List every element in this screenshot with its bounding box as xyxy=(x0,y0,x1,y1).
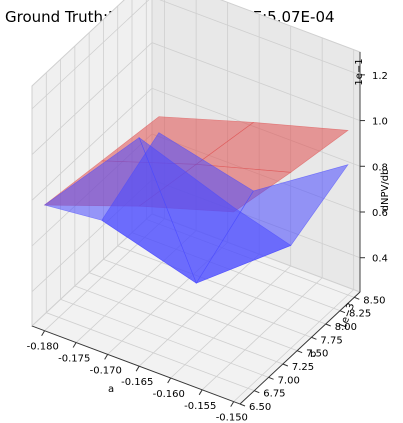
z-tick-label: 1.2 xyxy=(372,71,388,82)
grid-line-z xyxy=(31,0,361,110)
x-tick-label: -0.180 xyxy=(27,342,59,353)
grid-line-y xyxy=(117,6,326,325)
y-tick xyxy=(339,310,346,314)
x-axis-line xyxy=(31,325,241,405)
surface-vml xyxy=(43,132,349,284)
z-tick-label: 0.6 xyxy=(372,208,388,219)
y-tick-label: 8.00 xyxy=(335,322,357,333)
y-tick-label: 7.50 xyxy=(306,349,328,360)
x-tick-label: -0.165 xyxy=(121,377,153,388)
y-tick xyxy=(296,350,303,354)
grid-line-x xyxy=(201,37,323,391)
grid-line-y xyxy=(103,19,312,338)
x-tick-label: -0.155 xyxy=(184,401,216,412)
surfaces xyxy=(43,116,349,284)
axes: -0.180-0.175-0.170-0.165-0.160-0.155-0.1… xyxy=(27,52,388,423)
x-axis-label: a xyxy=(108,384,114,395)
x-tick xyxy=(135,365,140,372)
grid-line-y xyxy=(88,32,298,352)
x-tick xyxy=(72,342,77,348)
y-axis-label: b xyxy=(310,349,316,360)
y-tick xyxy=(239,403,246,407)
grid-line-x xyxy=(170,26,292,379)
x-tick-label: -0.150 xyxy=(216,413,248,423)
grid-line-y xyxy=(60,59,269,378)
x-tick xyxy=(104,354,109,360)
y-tick xyxy=(268,376,274,380)
z-axis-label: dNPV/db xyxy=(380,169,391,212)
z-tick-label: 0.8 xyxy=(372,162,388,173)
z-tick-label: 1.0 xyxy=(372,117,388,128)
y-tick-label: 6.75 xyxy=(263,389,285,400)
y-tick xyxy=(254,390,260,394)
surface-patch xyxy=(195,122,349,173)
y-tick-label: 6.50 xyxy=(249,402,271,413)
x-tick xyxy=(167,377,172,384)
grid-line-z xyxy=(31,42,361,155)
x-tick xyxy=(198,389,203,396)
y-tick xyxy=(354,296,360,300)
surface-patch xyxy=(195,164,349,284)
y-tick xyxy=(282,363,289,367)
y-tick-label: 7.75 xyxy=(320,335,342,346)
y-tick-label: 7.25 xyxy=(292,362,314,373)
y-tick-label: 8.50 xyxy=(363,295,385,306)
y-tick xyxy=(311,336,317,340)
y-tick-label: 7.00 xyxy=(278,375,300,386)
grid-line-y xyxy=(74,46,283,365)
x-tick-label: -0.175 xyxy=(58,354,90,365)
x-tick-label: -0.160 xyxy=(153,389,185,400)
x-tick xyxy=(41,330,46,336)
grid-line-x xyxy=(233,49,355,402)
z-tick-label: 0.4 xyxy=(372,254,388,265)
x-tick-label: -0.170 xyxy=(90,365,122,376)
y-tick-label: 8.25 xyxy=(349,309,371,320)
x-tick xyxy=(230,401,235,407)
z-offset-label: 1e−1 xyxy=(354,58,365,85)
grid-line-y xyxy=(45,72,255,392)
y-tick xyxy=(325,323,331,327)
